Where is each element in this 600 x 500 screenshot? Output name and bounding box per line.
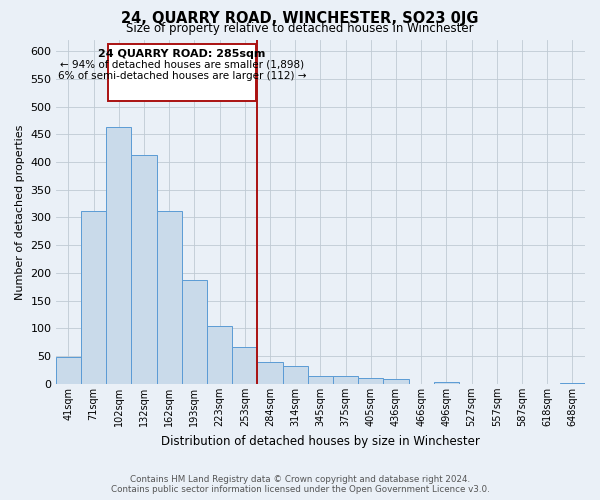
Text: 24, QUARRY ROAD, WINCHESTER, SO23 0JG: 24, QUARRY ROAD, WINCHESTER, SO23 0JG — [121, 11, 479, 26]
Y-axis label: Number of detached properties: Number of detached properties — [15, 124, 25, 300]
Bar — [81, 212, 106, 384]
Bar — [434, 382, 459, 384]
Text: 6% of semi-detached houses are larger (112) →: 6% of semi-detached houses are larger (1… — [58, 71, 306, 81]
Bar — [308, 376, 333, 384]
Bar — [207, 326, 232, 384]
Text: Contains HM Land Registry data © Crown copyright and database right 2024.: Contains HM Land Registry data © Crown c… — [130, 475, 470, 484]
Text: ← 94% of detached houses are smaller (1,898): ← 94% of detached houses are smaller (1,… — [60, 60, 304, 70]
Bar — [182, 280, 207, 384]
Bar — [283, 366, 308, 384]
Bar — [157, 211, 182, 384]
Bar — [257, 362, 283, 384]
X-axis label: Distribution of detached houses by size in Winchester: Distribution of detached houses by size … — [161, 434, 480, 448]
Bar — [56, 358, 81, 384]
Bar — [333, 376, 358, 384]
Bar — [131, 155, 157, 384]
Text: 24 QUARRY ROAD: 285sqm: 24 QUARRY ROAD: 285sqm — [98, 49, 266, 59]
Bar — [383, 380, 409, 384]
Text: Size of property relative to detached houses in Winchester: Size of property relative to detached ho… — [126, 22, 474, 35]
Bar — [106, 127, 131, 384]
FancyBboxPatch shape — [107, 44, 256, 101]
Bar — [232, 346, 257, 384]
Bar — [358, 378, 383, 384]
Bar — [560, 383, 585, 384]
Text: Contains public sector information licensed under the Open Government Licence v3: Contains public sector information licen… — [110, 485, 490, 494]
